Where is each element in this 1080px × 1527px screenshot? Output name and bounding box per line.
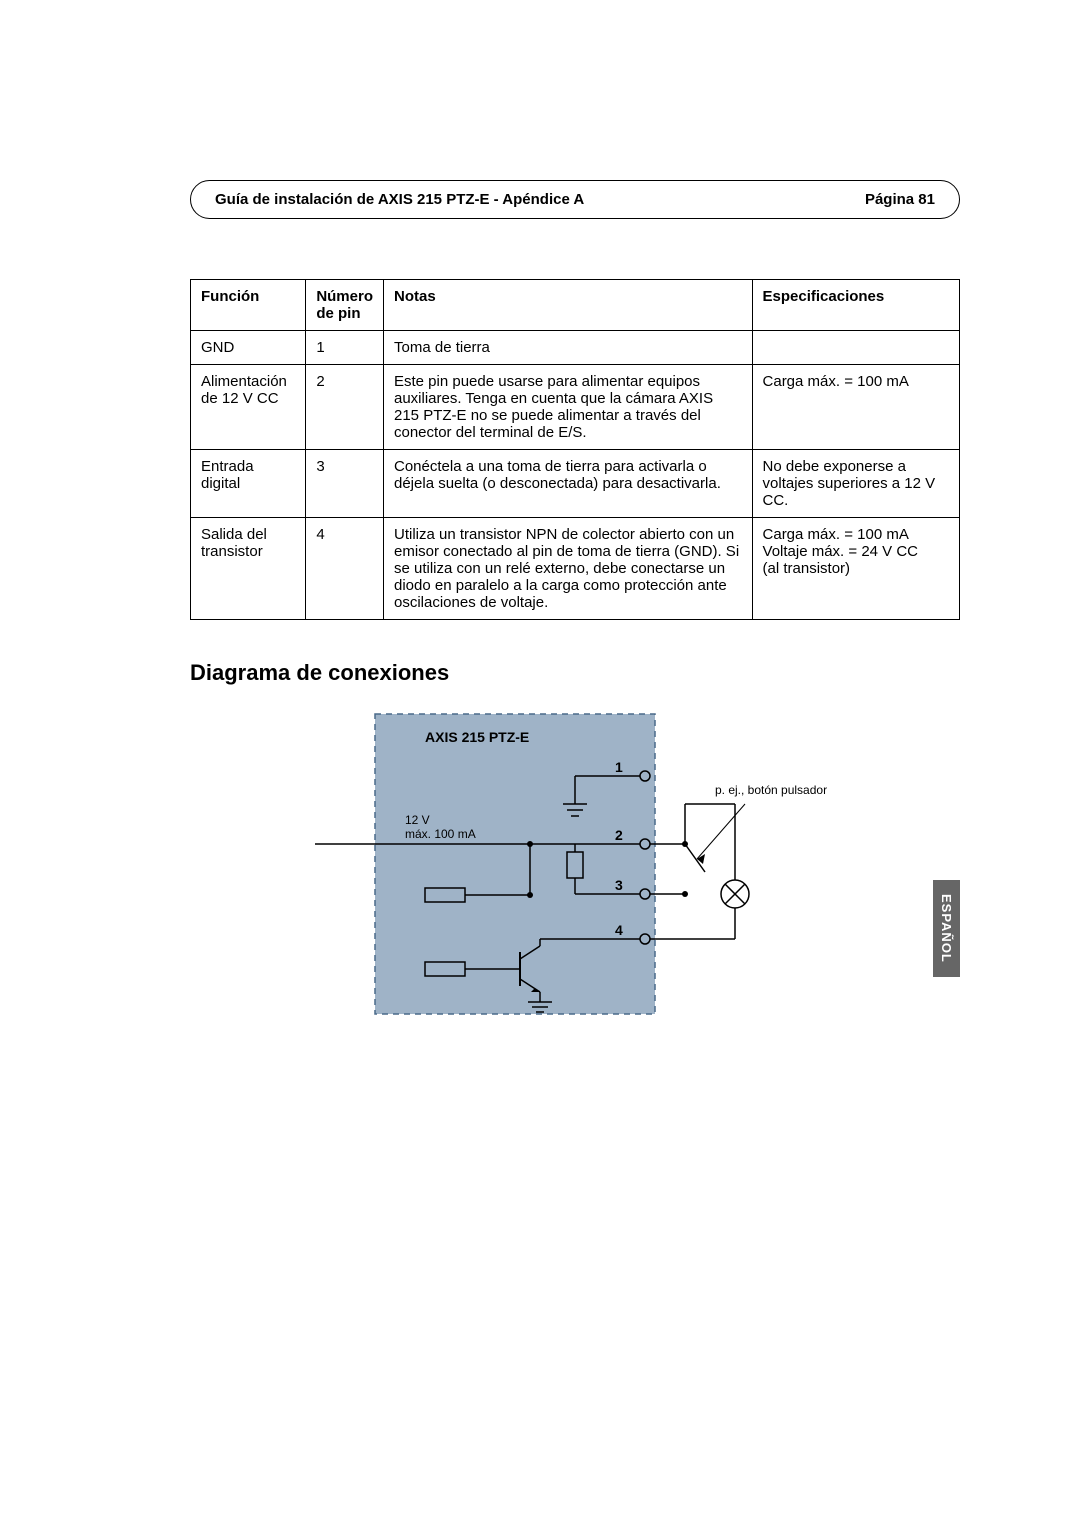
junction-icon [527,841,533,847]
pin1-label: 1 [615,759,623,775]
col-header-pin: Número de pin [306,280,384,331]
cell-spec: No debe exponerse a voltajes superiores … [752,450,959,518]
left-label1: 12 V [405,813,430,827]
col-header-func: Función [191,280,306,331]
box-label: AXIS 215 PTZ-E [425,729,529,745]
table-row: Salida del transistor 4 Utiliza un trans… [191,518,960,620]
cell-func: Salida del transistor [191,518,306,620]
cell-func: Alimentación de 12 V CC [191,365,306,450]
cell-func: Entrada digital [191,450,306,518]
cell-pin: 2 [306,365,384,450]
cell-pin: 3 [306,450,384,518]
col-header-notes: Notas [384,280,753,331]
cell-spec: Carga máx. = 100 mA Voltaje máx. = 24 V … [752,518,959,620]
connection-diagram: AXIS 215 PTZ-E 1 2 12 V máx. 100 mA [190,704,960,1024]
cell-notes: Utiliza un transistor NPN de colector ab… [384,518,753,620]
cell-pin: 1 [306,331,384,365]
pin4-label: 4 [615,922,623,938]
cell-spec [752,331,959,365]
junction-icon [527,892,533,898]
cell-func: GND [191,331,306,365]
diagram-svg: AXIS 215 PTZ-E 1 2 12 V máx. 100 mA [315,704,835,1024]
pin-table: Función Número de pin Notas Especificaci… [190,279,960,620]
page-content: Guía de instalación de AXIS 215 PTZ-E - … [0,0,1080,1024]
cell-notes: Toma de tierra [384,331,753,365]
pin3-label: 3 [615,877,623,893]
cell-notes: Conéctela a una toma de tierra para acti… [384,450,753,518]
header-title: Guía de instalación de AXIS 215 PTZ-E - … [215,191,584,208]
diagram-title: Diagrama de conexiones [190,660,960,686]
table-row: Alimentación de 12 V CC 2 Este pin puede… [191,365,960,450]
page-header: Guía de instalación de AXIS 215 PTZ-E - … [190,180,960,219]
cell-pin: 4 [306,518,384,620]
cell-notes: Este pin puede usarse para alimentar equ… [384,365,753,450]
left-label2: máx. 100 mA [405,827,476,841]
button-label: p. ej., botón pulsador [715,783,827,797]
table-header-row: Función Número de pin Notas Especificaci… [191,280,960,331]
table-row: Entrada digital 3 Conéctela a una toma d… [191,450,960,518]
table-row: GND 1 Toma de tierra [191,331,960,365]
cell-spec: Carga máx. = 100 mA [752,365,959,450]
pin2-label: 2 [615,827,623,843]
col-header-spec: Especificaciones [752,280,959,331]
callout-line [697,804,745,859]
language-tab: ESPAÑOL [933,880,960,977]
page-number: Página 81 [865,191,935,208]
junction-icon [682,841,688,847]
